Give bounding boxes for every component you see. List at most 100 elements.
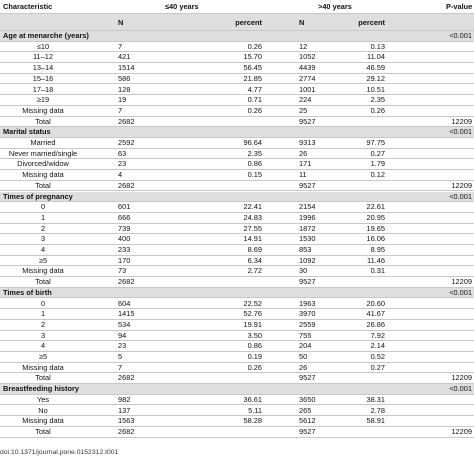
cell-n-young: 739 [118,223,131,233]
cell-percent-old: 0.27 [370,362,385,372]
cell-n-young: 19 [118,95,127,105]
cell-n-young: 5 [118,352,123,361]
row-label: ≥5 [38,255,48,265]
cell-n-young: 94 [118,330,127,340]
data-row: 3 94 3.50 755 7.92 [0,331,474,342]
section-p-value: <0.001 [449,287,472,297]
total-n-old: 9527 [299,373,316,383]
row-label: 1 [40,212,46,222]
cell-percent-old: 0.52 [370,352,385,361]
cell-percent-old: 0.12 [370,170,385,180]
cell-n-old: 265 [299,405,312,415]
cell-n-old: 2559 [299,319,316,329]
cell-n-old: 1872 [299,223,316,233]
header-characteristic: Characteristic [3,2,53,11]
data-row: No 137 5.11 265 2.78 [0,406,474,417]
data-row: ≥19 19 0.71 224 2.35 [0,95,474,106]
cell-percent-old: 2.14 [370,341,385,351]
data-row: ≥5 170 6.34 1092 11.46 [0,256,474,267]
cell-percent-young: 0.86 [247,159,262,169]
cell-percent-young: 6.34 [247,255,262,265]
cell-percent-old: 7.92 [370,330,385,340]
row-label: 3 [40,234,46,244]
total-label: Total [35,116,51,126]
cell-n-young: 137 [118,405,131,415]
cell-n-old: 3970 [299,309,316,319]
total-row: Total 2682 9527 12209 [0,427,474,438]
cell-n-young: 2592 [118,138,135,147]
data-row: ≤10 7 0.26 12 0.13 [0,42,474,53]
cell-percent-young: 15.70 [243,52,263,62]
row-label: Missing data [22,170,64,180]
row-label: Divorced/widow [17,159,69,169]
total-all: 12209 [451,277,472,287]
section-header-row: Age at menarche (years) <0.001 [0,31,474,42]
cell-percent-young: 56.45 [243,63,263,73]
cell-n-old: 12 [299,41,308,51]
total-all: 12209 [451,116,472,126]
cell-percent-young: 4.77 [247,84,262,94]
cell-percent-old: 38.31 [366,394,386,404]
cell-n-young: 534 [118,319,131,329]
row-label: Yes [36,394,50,404]
row-label: Missing data [22,266,64,276]
cell-n-old: 224 [299,95,312,105]
cell-n-old: 2774 [299,73,316,83]
total-all: 12209 [451,373,472,383]
data-row: 4 23 0.86 204 2.14 [0,341,474,352]
total-label: Total [35,277,51,287]
cell-percent-young: 2.35 [247,148,262,158]
row-label: 0 [40,298,46,308]
row-label: 11–12 [32,52,53,62]
cell-n-young: 63 [118,148,127,158]
data-row: Missing data 1563 58.28 5612 58.91 [0,416,474,427]
cell-percent-old: 1.79 [370,159,385,169]
cell-n-young: 7 [118,105,123,115]
cell-percent-young: 5.11 [248,405,262,415]
cell-n-old: 11 [299,170,307,180]
cell-n-old: 26 [299,362,308,372]
subheader-percent: percent [235,18,262,27]
cell-percent-old: 46.59 [366,63,386,73]
row-label: Married [30,138,56,147]
section-p-value: <0.001 [449,191,472,201]
cell-n-young: 23 [118,341,127,351]
cell-n-young: 400 [118,234,131,244]
cell-percent-young: 27.55 [243,223,263,233]
cell-n-old: 5612 [299,416,316,426]
cell-percent-old: 29.12 [366,73,386,83]
section-title: Breastfeeding history [3,384,79,394]
section-header-row: Times of pregnancy <0.001 [0,191,474,203]
row-label: 0 [40,202,46,212]
cell-n-young: 604 [118,298,131,308]
cell-percent-old: 8.95 [370,245,385,254]
row-label: 15–16 [32,73,54,83]
cell-n-young: 7 [118,362,123,372]
cell-percent-old: 0.13 [370,41,385,51]
cell-percent-old: 0.26 [370,105,385,115]
cell-percent-old: 20.60 [366,298,386,308]
total-n-old: 9527 [299,277,316,287]
cell-n-old: 1092 [299,255,316,265]
cell-percent-old: 11.46 [367,255,385,265]
cell-n-old: 1963 [299,298,316,308]
data-row: Missing data 7 0.26 26 0.27 [0,363,474,374]
cell-n-old: 853 [299,245,312,254]
data-row: Never married/single 63 2.35 26 0.27 [0,149,474,160]
cell-percent-old: 97.75 [366,138,386,147]
row-label: 2 [40,223,46,233]
section-title: Age at menarche (years) [3,31,89,40]
data-row: Missing data 73 2.72 30 0.31 [0,266,474,278]
row-label: 1 [40,309,46,319]
row-label: Missing data [22,105,64,115]
cell-percent-old: 2.35 [370,95,385,105]
row-label: ≥19 [36,95,50,105]
row-label: Never married/single [8,148,78,158]
section-title: Marital status [3,127,51,137]
data-row: 2 739 27.55 1872 19.65 [0,224,474,235]
section-title: Times of birth [3,287,52,297]
subheader-n: N [299,18,305,27]
cell-percent-old: 2.78 [370,405,385,415]
cell-n-old: 26 [299,148,308,158]
